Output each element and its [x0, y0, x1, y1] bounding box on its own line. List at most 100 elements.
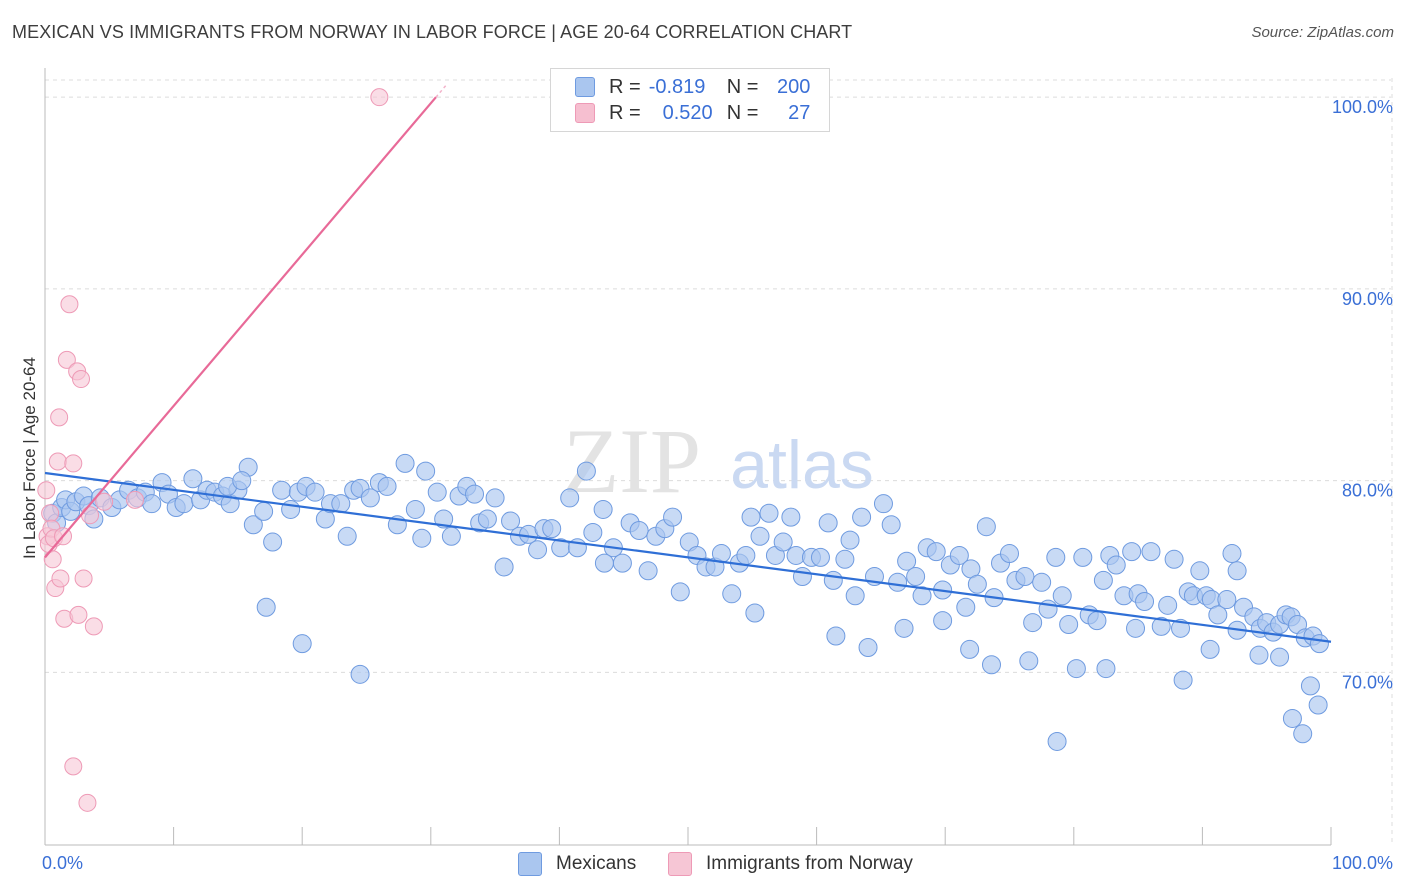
mexicans-point [1106, 555, 1126, 575]
series-swatch-blue [518, 852, 542, 876]
mexicans-point [981, 655, 1001, 675]
mexicans-point [894, 618, 914, 638]
mexicans-point [773, 532, 793, 552]
norway-point [95, 492, 114, 511]
mexicans-trend-line [44, 471, 1332, 643]
norway-point [48, 452, 67, 471]
mexicans-point [612, 553, 632, 573]
mexicans-point [528, 540, 548, 560]
mexicans-point [1270, 647, 1290, 667]
mexicans-point [1171, 618, 1191, 638]
mexicans-point [792, 567, 812, 587]
mexicans-point [873, 494, 893, 514]
mexicans-point [852, 507, 872, 527]
mexicans-point [956, 597, 976, 617]
mexicans-point [1122, 542, 1142, 562]
mexicans-point [232, 471, 252, 491]
legend-n-value: 200 [777, 75, 811, 98]
mexicans-point [350, 664, 370, 684]
norway-point [50, 408, 69, 427]
mexicans-point [305, 482, 325, 502]
series-swatch-pink [668, 852, 692, 876]
mexicans-point [881, 515, 901, 535]
mexicans-point [960, 639, 980, 659]
mexicans-point [1019, 651, 1039, 671]
mexicans-point [1059, 614, 1079, 634]
mexicans-point [933, 611, 953, 631]
mexicans-point [1293, 724, 1313, 744]
mexicans-point [1135, 591, 1155, 611]
mexicans-point [835, 549, 855, 569]
norway-point [84, 617, 103, 636]
mexicans-point [1164, 549, 1184, 569]
mexicans-point [1173, 670, 1193, 690]
mexicans-point [1093, 570, 1113, 590]
mexicans-point [840, 530, 860, 550]
mexicans-point [949, 545, 969, 565]
mexicans-point [638, 561, 658, 581]
norway-point [64, 757, 83, 776]
norway-point [57, 350, 76, 369]
mexicans-point [1300, 676, 1320, 696]
norway-trend-line [44, 96, 437, 559]
norway-point [64, 454, 83, 473]
mexicans-point [337, 526, 357, 546]
mexicans-point [1087, 611, 1107, 631]
watermark-atlas: atlas [730, 427, 874, 503]
norway-point [41, 504, 60, 523]
norway-trend-extension [435, 84, 447, 98]
series-label: Mexicans [556, 853, 637, 874]
mexicans-point [1073, 547, 1093, 567]
mexicans-point [1052, 586, 1072, 606]
norway-point [69, 605, 88, 624]
series-legend-mexicans[interactable]: Mexicans [518, 852, 636, 876]
mexicans-point [263, 532, 283, 552]
legend-r-value: 0.520 [662, 101, 713, 124]
mexicans-point [377, 476, 397, 496]
mexicans-point [485, 488, 505, 508]
norway-point [43, 550, 62, 569]
mexicans-point [629, 521, 649, 541]
norway-point [51, 569, 70, 588]
mexicans-point [256, 597, 276, 617]
mexicans-point [897, 551, 917, 571]
chart-title: MEXICAN VS IMMIGRANTS FROM NORWAY IN LAB… [12, 22, 853, 42]
mexicans-point [967, 574, 987, 594]
norway-point [81, 506, 100, 525]
mexicans-point [663, 507, 683, 527]
mexicans-point [593, 499, 613, 519]
y-tick-label: 70.0% [1342, 672, 1393, 692]
tick-labels: 70.0% 80.0% 90.0% 100.0% 0.0% 100.0% [42, 97, 1393, 873]
legend-swatch-pink [575, 103, 595, 123]
legend-n-label: N = [726, 101, 759, 124]
mexicans-point [395, 453, 415, 473]
norway-points [37, 88, 389, 812]
mexicans-point [1032, 572, 1052, 592]
mexicans-point [583, 522, 603, 542]
mexicans-point [412, 528, 432, 548]
mexicans-point [759, 503, 779, 523]
axes [44, 68, 1332, 846]
mexicans-point [1000, 544, 1019, 564]
mexicans-point [741, 507, 761, 527]
mexicans-point [1217, 590, 1237, 610]
mexicans-point [1047, 731, 1067, 751]
series-legend: Mexicans Immigrants from Norway [0, 850, 1406, 878]
mexicans-point [594, 553, 614, 573]
mexicans-point [745, 603, 765, 623]
mexicans-point [1249, 645, 1269, 665]
mexicans-point [781, 507, 801, 527]
mexicans-point [845, 586, 865, 606]
mexicans-point [1126, 618, 1146, 638]
y-axis-label: In Labor Force | Age 20-64 [20, 357, 39, 559]
correlation-legend: R = -0.819 N = 200 R = 0.520 N = 27 [550, 68, 830, 132]
mexicans-point [465, 484, 485, 504]
mexicans-point [1158, 595, 1178, 615]
mexicans-point [542, 519, 562, 539]
mexicans-point [1096, 659, 1116, 679]
legend-r-value: -0.819 [648, 75, 706, 98]
mexicans-point [926, 542, 946, 562]
series-legend-norway[interactable]: Immigrants from Norway [668, 852, 913, 876]
mexicans-point [912, 586, 932, 606]
mexicans-point [1227, 561, 1247, 581]
